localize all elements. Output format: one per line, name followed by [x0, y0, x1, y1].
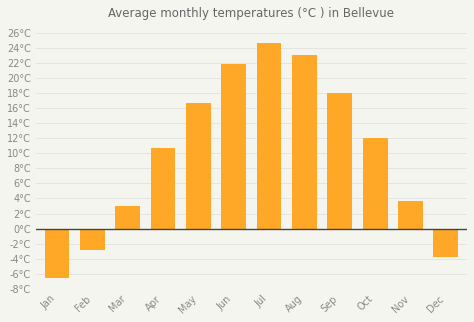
Bar	[434, 229, 458, 257]
Bar	[257, 43, 282, 229]
Bar	[80, 229, 105, 250]
Bar	[45, 229, 69, 278]
Bar	[398, 201, 423, 229]
Bar	[221, 64, 246, 229]
Bar	[186, 103, 211, 229]
Bar	[151, 148, 175, 229]
Bar	[115, 206, 140, 229]
Bar	[328, 93, 352, 229]
Bar	[292, 55, 317, 229]
Bar	[363, 138, 388, 229]
Title: Average monthly temperatures (°C ) in Bellevue: Average monthly temperatures (°C ) in Be…	[109, 7, 394, 20]
